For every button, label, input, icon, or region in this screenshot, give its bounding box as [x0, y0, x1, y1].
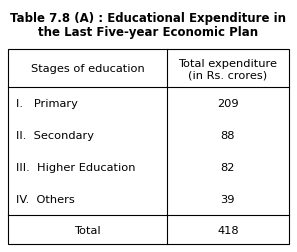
Text: Total expenditure: Total expenditure: [178, 59, 277, 69]
Text: 88: 88: [221, 131, 235, 140]
Text: Stages of education: Stages of education: [31, 64, 144, 74]
Text: III.  Higher Education: III. Higher Education: [16, 162, 135, 172]
Bar: [8, 50, 289, 244]
Text: 418: 418: [217, 225, 239, 235]
Text: Total: Total: [74, 225, 101, 235]
Text: (in Rs. crores): (in Rs. crores): [188, 70, 267, 80]
Text: I.   Primary: I. Primary: [16, 99, 78, 109]
Text: 209: 209: [217, 99, 239, 109]
Text: IV.  Others: IV. Others: [16, 194, 75, 204]
Text: 82: 82: [221, 162, 235, 172]
Text: 39: 39: [221, 194, 235, 204]
Text: Table 7.8 (A) : Educational Expenditure in: Table 7.8 (A) : Educational Expenditure …: [10, 12, 287, 25]
Text: the Last Five-year Economic Plan: the Last Five-year Economic Plan: [38, 26, 259, 39]
Text: II.  Secondary: II. Secondary: [16, 131, 94, 140]
